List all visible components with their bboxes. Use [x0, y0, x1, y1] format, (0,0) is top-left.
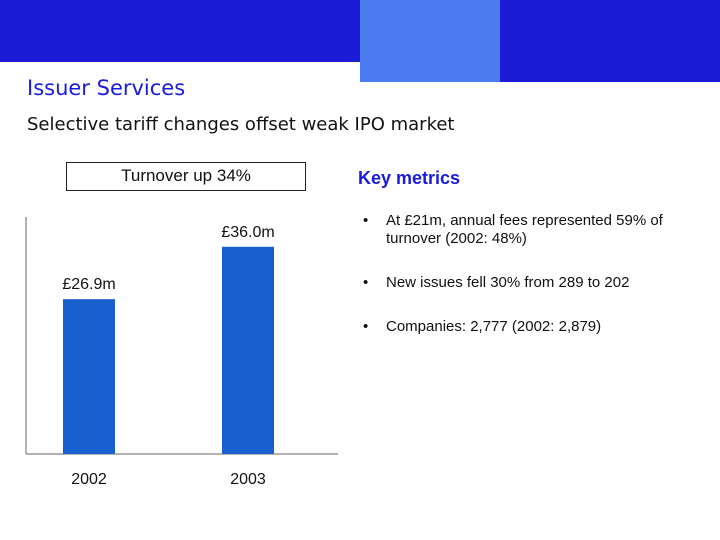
bullet-icon: •	[363, 274, 369, 291]
header-band-navy-right	[500, 0, 720, 82]
key-metrics-heading: Key metrics	[358, 168, 461, 188]
metric-item: • At £21m, annual fees represented 59% of…	[363, 212, 703, 248]
page-subtitle: Selective tariff changes offset weak IPO…	[27, 114, 455, 135]
data-label-2002: £26.9m	[62, 276, 115, 293]
bullet-icon: •	[363, 212, 369, 229]
bullet-icon: •	[363, 318, 369, 335]
page-title: Issuer Services	[27, 76, 186, 100]
bar-2003	[222, 246, 274, 454]
metric-text: Companies: 2,777 (2002: 2,879)	[386, 318, 602, 335]
turnover-bar-chart: £26.9m 2002 £36.0m 2003	[25, 217, 338, 488]
chart-title-box: Turnover up 34%	[66, 162, 306, 191]
metric-text: New issues fell 30% from 289 to 202	[386, 274, 630, 291]
bar-2002	[63, 299, 115, 454]
data-label-2003: £36.0m	[221, 224, 274, 241]
x-tick-label-2003: 2003	[230, 471, 266, 488]
key-metrics-list: • At £21m, annual fees represented 59% of…	[363, 212, 703, 362]
header-accent-strip	[360, 62, 500, 82]
metric-item: • New issues fell 30% from 289 to 202	[363, 274, 703, 292]
metric-text: At £21m, annual fees represented 59% of …	[386, 212, 663, 247]
x-tick-label-2002: 2002	[71, 471, 107, 488]
header-band-navy-left	[0, 0, 360, 62]
metric-item: • Companies: 2,777 (2002: 2,879)	[363, 318, 703, 336]
